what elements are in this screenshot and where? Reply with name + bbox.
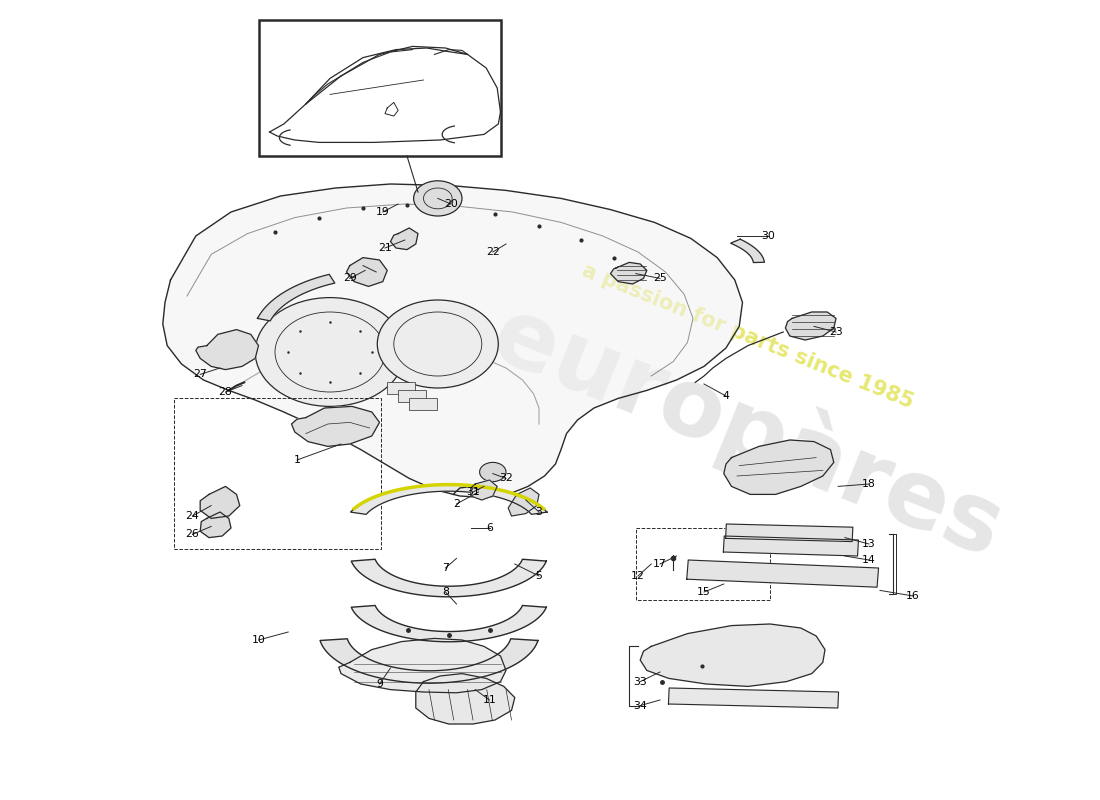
Polygon shape <box>346 258 387 286</box>
Polygon shape <box>257 274 334 321</box>
Text: 1: 1 <box>294 455 300 465</box>
Text: 6: 6 <box>486 523 493 533</box>
Polygon shape <box>351 559 547 597</box>
Bar <box>636 528 770 600</box>
Text: 21: 21 <box>378 243 392 253</box>
Polygon shape <box>686 560 879 587</box>
Text: 12: 12 <box>631 571 645 581</box>
Polygon shape <box>508 488 539 516</box>
Polygon shape <box>416 674 515 724</box>
Text: 7: 7 <box>442 563 449 573</box>
Polygon shape <box>669 688 838 708</box>
Text: europàres: europàres <box>480 286 1016 578</box>
Polygon shape <box>730 239 764 262</box>
Text: 26: 26 <box>186 530 199 539</box>
Polygon shape <box>471 480 497 500</box>
Circle shape <box>480 462 506 482</box>
Polygon shape <box>785 312 836 340</box>
Polygon shape <box>640 624 825 686</box>
Text: 9: 9 <box>376 679 383 689</box>
Text: 27: 27 <box>194 370 207 379</box>
Text: 24: 24 <box>186 511 199 521</box>
Polygon shape <box>351 485 547 514</box>
Polygon shape <box>724 536 858 556</box>
Text: 15: 15 <box>697 587 711 597</box>
Polygon shape <box>200 512 231 538</box>
Circle shape <box>255 298 405 406</box>
Text: 18: 18 <box>862 479 876 489</box>
Text: 23: 23 <box>829 327 843 337</box>
Text: 34: 34 <box>634 701 647 710</box>
Text: 10: 10 <box>252 635 265 645</box>
Text: 11: 11 <box>483 695 496 705</box>
Text: 22: 22 <box>486 247 499 257</box>
Text: 14: 14 <box>862 555 876 565</box>
Polygon shape <box>390 228 418 250</box>
Text: a passion for parts since 1985: a passion for parts since 1985 <box>580 260 916 412</box>
Polygon shape <box>610 262 647 284</box>
Text: 13: 13 <box>862 539 876 549</box>
Polygon shape <box>339 638 506 693</box>
Polygon shape <box>163 184 742 498</box>
Text: 28: 28 <box>219 387 232 397</box>
Text: 19: 19 <box>376 207 389 217</box>
Text: 8: 8 <box>442 587 449 597</box>
Bar <box>174 398 381 549</box>
Polygon shape <box>726 524 852 542</box>
Polygon shape <box>351 606 547 642</box>
Text: 25: 25 <box>653 274 667 283</box>
Text: 16: 16 <box>906 591 920 601</box>
Bar <box>398 390 426 402</box>
Text: 5: 5 <box>536 571 542 581</box>
Polygon shape <box>724 440 834 494</box>
Circle shape <box>377 300 498 388</box>
Polygon shape <box>292 406 379 446</box>
Text: 31: 31 <box>466 487 480 497</box>
Text: 2: 2 <box>453 499 460 509</box>
Text: 17: 17 <box>653 559 667 569</box>
Text: 32: 32 <box>499 474 513 483</box>
Bar <box>258 20 500 156</box>
Text: 30: 30 <box>761 231 774 241</box>
Text: 29: 29 <box>343 274 356 283</box>
Polygon shape <box>200 486 240 518</box>
Text: 4: 4 <box>723 391 729 401</box>
Circle shape <box>414 181 462 216</box>
Text: 33: 33 <box>634 677 647 686</box>
Polygon shape <box>196 330 258 370</box>
Text: 3: 3 <box>536 507 542 517</box>
Polygon shape <box>320 638 538 683</box>
Bar <box>409 398 437 410</box>
Text: 20: 20 <box>444 199 458 209</box>
Bar <box>387 382 415 394</box>
